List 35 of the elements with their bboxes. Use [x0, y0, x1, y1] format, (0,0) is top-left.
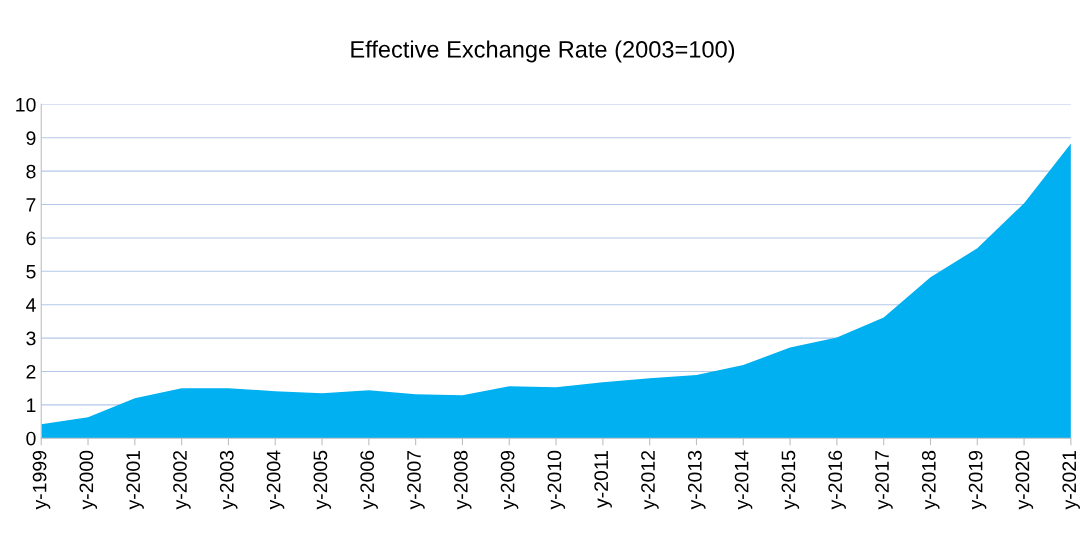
x-tick-label: y-2018	[921, 450, 940, 510]
x-tick-label: y-2021	[1062, 450, 1080, 510]
y-tick-label: 3	[26, 331, 36, 346]
x-tick-label: y-2003	[219, 450, 238, 510]
x-tick-label: y-2009	[500, 450, 519, 510]
x-tick-label: y-2010	[547, 450, 566, 510]
x-tick-label: y-2007	[407, 450, 425, 510]
x-tick-label: y-2019	[968, 450, 987, 510]
x-tick-label: y-2005	[313, 450, 332, 510]
x-tick-label: y-2001	[126, 450, 144, 510]
y-tick-label: 4	[26, 298, 36, 312]
x-tick-label: y-2016	[828, 450, 846, 510]
x-tick-label: y-2004	[266, 450, 285, 510]
x-tick-label: y-2008	[453, 450, 472, 510]
x-tick-label: y-2014	[734, 450, 753, 510]
y-tick-label: 5	[26, 264, 36, 279]
x-tick-label: y-1999	[32, 450, 51, 510]
y-tick-label: 6	[26, 231, 36, 246]
y-tick-label: 0	[26, 431, 36, 446]
x-tick-label: y-2000	[79, 450, 98, 510]
y-tick-label: 7	[26, 198, 36, 212]
x-tick-label: y-2002	[173, 450, 191, 510]
x-tick-label: y-2012	[641, 450, 659, 510]
x-tick-label: y-2006	[360, 450, 378, 510]
x-tick-label: y-2011	[594, 450, 612, 508]
y-tick-label: 9	[26, 131, 36, 146]
x-tick-label: y-2015	[781, 450, 800, 510]
chart-title: Effective Exchange Rate (2003=100)	[351, 40, 735, 63]
x-tick-label: y-2020	[1015, 450, 1034, 510]
x-tick-label: y-2017	[875, 450, 893, 510]
y-tick-label: 1	[27, 398, 36, 412]
y-tick-label: 10	[16, 97, 36, 112]
y-tick-label: 8	[26, 164, 36, 179]
x-tick-label: y-2013	[687, 450, 706, 510]
y-tick-label: 2	[26, 364, 36, 379]
